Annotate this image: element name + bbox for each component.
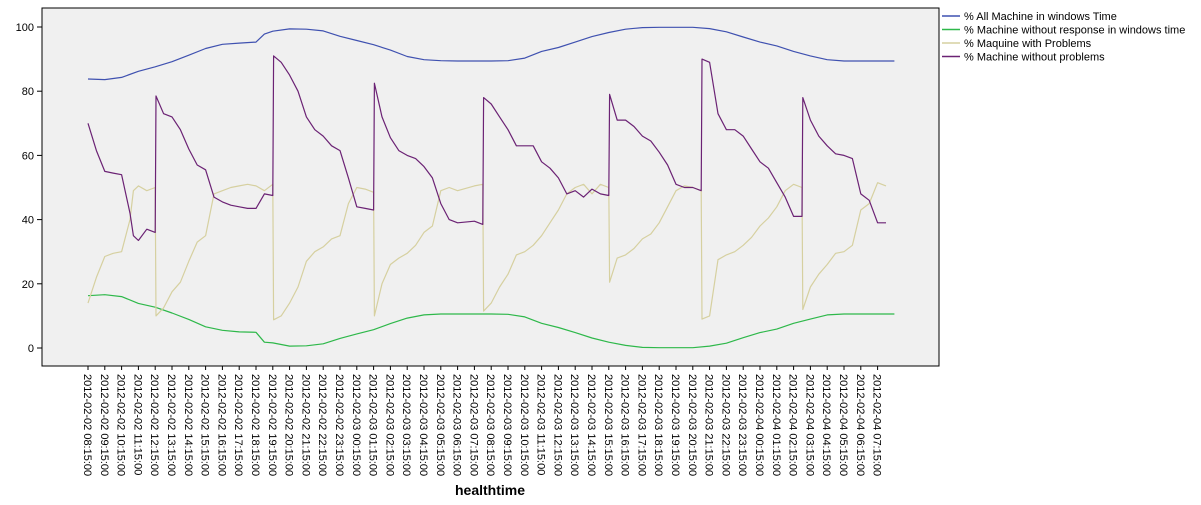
- x-tick-label: 2012-02-03 12:15:00: [551, 374, 563, 476]
- x-tick-label: 2012-02-02 12:15:00: [148, 374, 160, 476]
- x-tick-label: 2012-02-02 18:15:00: [249, 374, 261, 476]
- x-tick-label: 2012-02-02 22:15:00: [316, 374, 328, 476]
- x-tick-label: 2012-02-04 01:15:00: [770, 374, 782, 476]
- legend-label: % Machine without problems: [964, 52, 1105, 64]
- x-tick-label: 2012-02-03 01:15:00: [367, 374, 379, 476]
- x-tick-label: 2012-02-03 00:15:00: [350, 374, 362, 476]
- plot-area: [41, 7, 940, 367]
- series-line-3: [87, 182, 887, 321]
- x-tick-label: 2012-02-04 02:15:00: [787, 374, 799, 476]
- series-line-2: [87, 294, 895, 349]
- x-tick-label: 2012-02-04 07:15:00: [871, 374, 883, 476]
- y-tick-label: 60: [22, 150, 34, 162]
- x-tick-label: 2012-02-03 10:15:00: [518, 374, 530, 476]
- x-tick-label: 2012-02-03 06:15:00: [451, 374, 463, 476]
- x-axis: 2012-02-02 08:15:00 2012-02-02 09:15:00 20…: [81, 366, 883, 476]
- x-tick-label: 2012-02-03 08:15:00: [484, 374, 496, 476]
- x-tick-label: 2012-02-03 09:15:00: [501, 374, 513, 476]
- x-tick-label: 2012-02-03 22:15:00: [719, 374, 731, 476]
- x-tick-label: 2012-02-02 09:15:00: [98, 374, 110, 476]
- x-tick-label: 2012-02-02 14:15:00: [182, 374, 194, 476]
- x-tick-label: 2012-02-03 03:15:00: [400, 374, 412, 476]
- x-tick-label: 2012-02-02 08:15:00: [81, 374, 93, 476]
- legend-label: % Maquine with Problems: [964, 38, 1092, 50]
- x-tick-label: 2012-02-03 17:15:00: [635, 374, 647, 476]
- legend-label: % All Machine in windows Time: [964, 11, 1117, 23]
- y-tick-label: 100: [16, 22, 34, 34]
- series-line-4: [87, 55, 886, 242]
- x-tick-label: 2012-02-03 19:15:00: [669, 374, 681, 476]
- x-tick-label: 2012-02-03 04:15:00: [417, 374, 429, 476]
- x-tick-label: 2012-02-02 16:15:00: [215, 374, 227, 476]
- x-tick-label: 2012-02-02 19:15:00: [266, 374, 278, 476]
- series-line-1: [87, 26, 895, 81]
- x-tick-label: 2012-02-03 20:15:00: [686, 374, 698, 476]
- x-tick-label: 2012-02-03 11:15:00: [535, 374, 547, 475]
- x-tick-label: 2012-02-04 03:15:00: [803, 374, 815, 476]
- legend-label: % Machine without response in windows ti…: [964, 25, 1185, 37]
- x-tick-label: 2012-02-03 14:15:00: [585, 374, 597, 476]
- x-tick-label: 2012-02-03 18:15:00: [652, 374, 664, 476]
- x-tick-label: 2012-02-02 17:15:00: [232, 374, 244, 476]
- x-tick-label: 2012-02-02 23:15:00: [333, 374, 345, 476]
- x-tick-label: 2012-02-03 07:15:00: [467, 374, 479, 476]
- series-lines: [87, 26, 895, 349]
- legend: % All Machine in windows Time % Machine w…: [942, 11, 1185, 64]
- x-tick-label: 2012-02-02 10:15:00: [115, 374, 127, 476]
- y-axis: 0 20 40 60 80 100: [16, 22, 42, 355]
- y-tick-label: 20: [22, 279, 34, 291]
- x-tick-label: 2012-02-02 11:15:00: [131, 374, 143, 475]
- x-tick-label: 2012-02-03 13:15:00: [568, 374, 580, 476]
- x-tick-label: 2012-02-02 21:15:00: [299, 374, 311, 476]
- x-tick-label: 2012-02-04 06:15:00: [854, 374, 866, 476]
- x-tick-label: 2012-02-04 04:15:00: [820, 374, 832, 476]
- x-tick-label: 2012-02-03 05:15:00: [434, 374, 446, 476]
- x-tick-label: 2012-02-03 16:15:00: [619, 374, 631, 476]
- y-tick-label: 80: [22, 86, 34, 98]
- y-tick-label: 0: [28, 343, 34, 355]
- x-tick-label: 2012-02-02 15:15:00: [199, 374, 211, 476]
- x-tick-label: 2012-02-02 13:15:00: [165, 374, 177, 476]
- x-tick-label: 2012-02-03 23:15:00: [736, 374, 748, 476]
- x-tick-label: 2012-02-03 21:15:00: [703, 374, 715, 476]
- x-axis-title: healthtime: [455, 482, 525, 498]
- x-tick-label: 2012-02-02 20:15:00: [283, 374, 295, 476]
- x-tick-label: 2012-02-03 15:15:00: [602, 374, 614, 476]
- x-tick-label: 2012-02-03 02:15:00: [383, 374, 395, 476]
- x-tick-label: 2012-02-04 05:15:00: [837, 374, 849, 476]
- y-tick-label: 40: [22, 215, 34, 227]
- x-tick-label: 2012-02-04 00:15:00: [753, 374, 765, 476]
